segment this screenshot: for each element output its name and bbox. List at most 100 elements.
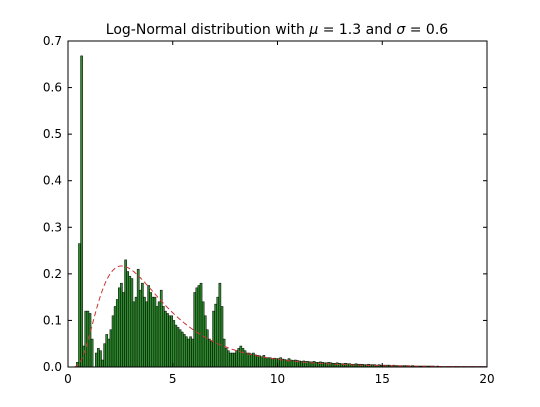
histogram-bar xyxy=(189,336,192,368)
histogram-bar xyxy=(182,334,186,368)
histogram-bar xyxy=(170,315,174,368)
histogram-bar xyxy=(88,313,92,368)
histogram-bar xyxy=(149,292,153,368)
histogram-bar xyxy=(136,268,140,368)
x-tick-label: 5 xyxy=(169,372,177,386)
histogram-bar xyxy=(220,306,224,368)
y-tick-label: 0.1 xyxy=(43,313,62,327)
y-tick-label: 0.3 xyxy=(43,220,62,234)
y-tick-label: 0.0 xyxy=(43,360,62,374)
histogram-bar xyxy=(193,292,197,368)
histogram-bar xyxy=(254,354,257,368)
histogram-bar xyxy=(235,350,238,368)
histogram-bars xyxy=(76,55,488,368)
histogram-bar xyxy=(245,352,249,368)
histogram-bar xyxy=(82,345,86,368)
y-tick-label: 0.6 xyxy=(43,81,62,95)
histogram-bar xyxy=(105,334,109,368)
histogram-bar xyxy=(323,362,326,368)
histogram-bar xyxy=(122,292,125,368)
histogram-bar xyxy=(151,296,155,368)
histogram-bar xyxy=(214,303,217,368)
histogram-bar xyxy=(162,306,165,368)
histogram-bar xyxy=(210,341,213,368)
histogram-bar xyxy=(180,331,184,368)
histogram-bar xyxy=(97,348,100,368)
histogram-bar xyxy=(94,352,98,368)
histogram-bar xyxy=(185,336,188,368)
histogram-bar xyxy=(260,356,264,368)
histogram-bar xyxy=(172,320,176,368)
histogram-bar xyxy=(243,350,247,368)
y-tick-label: 0.2 xyxy=(43,267,62,281)
histogram-bar xyxy=(134,296,138,368)
chart-title: Log-Normal distribution with μ = 1.3 and… xyxy=(106,22,448,38)
histogram-bar xyxy=(80,55,83,368)
histogram-bar xyxy=(203,315,207,368)
histogram-bar xyxy=(201,301,205,368)
histogram-bar xyxy=(141,282,144,368)
x-tick-label: 20 xyxy=(479,372,494,386)
histogram-bar xyxy=(338,363,341,368)
title-main: Log-Normal distribution with xyxy=(106,22,310,38)
histogram-bar xyxy=(216,296,220,368)
histogram-bar xyxy=(319,361,322,368)
histogram-bar xyxy=(270,358,274,368)
histogram-bar xyxy=(164,310,167,368)
histogram-bar xyxy=(132,301,136,368)
histogram-bar xyxy=(147,285,150,368)
x-tick-label: 0 xyxy=(64,372,72,386)
y-axis: 0.0 0.1 0.2 0.3 0.4 0.5 0.6 0.7 xyxy=(43,34,487,374)
histogram-bar xyxy=(258,355,261,368)
x-tick-label: 15 xyxy=(375,372,390,386)
histogram-bar xyxy=(208,338,211,368)
histogram-bar xyxy=(130,278,134,368)
histogram-bar xyxy=(329,362,333,368)
histogram-bar xyxy=(153,296,157,368)
histogram-bar xyxy=(78,243,81,368)
histogram-bar xyxy=(206,329,209,368)
x-axis: 0 5 10 15 20 xyxy=(64,41,495,386)
histogram-bar xyxy=(101,359,104,368)
histogram-bar xyxy=(218,282,222,368)
histogram-bar xyxy=(155,306,159,368)
histogram-bar xyxy=(222,338,226,368)
title-mid: = 1.3 and xyxy=(318,22,396,38)
histogram-bar xyxy=(250,353,253,368)
histogram-bar xyxy=(103,343,106,368)
histogram-bar xyxy=(138,289,142,368)
histogram-bar xyxy=(187,338,190,368)
histogram-bar xyxy=(197,285,201,368)
histogram-bar xyxy=(99,350,102,368)
histogram-bar xyxy=(174,324,178,368)
histogram-bar xyxy=(113,306,117,368)
histogram-bar xyxy=(195,287,199,368)
histogram-bar xyxy=(168,315,171,368)
histogram-bar xyxy=(191,338,194,368)
title-sigma: σ xyxy=(396,22,406,38)
histogram-bar xyxy=(247,352,251,368)
histogram-bar xyxy=(335,362,339,368)
histogram-bar xyxy=(264,357,268,368)
y-tick-label: 0.4 xyxy=(43,174,62,188)
histogram-bar xyxy=(241,348,245,368)
histogram-bar xyxy=(268,357,272,368)
histogram-bar xyxy=(224,348,228,368)
histogram-bar xyxy=(266,357,270,368)
histogram-bar xyxy=(239,345,243,368)
histogram-bar xyxy=(143,296,146,368)
title-mu: μ xyxy=(308,22,318,38)
histogram-bar xyxy=(176,327,180,368)
histogram-bar xyxy=(331,363,335,368)
histogram-bar xyxy=(279,357,282,368)
histogram-bar xyxy=(111,315,115,368)
histogram-bar xyxy=(126,271,130,368)
histogram-bar xyxy=(252,352,255,368)
histogram-bar xyxy=(283,359,287,368)
histogram-bar xyxy=(226,350,230,368)
histogram-bar xyxy=(312,361,316,368)
histogram-bar xyxy=(314,362,318,368)
histogram-bar xyxy=(90,338,94,368)
histogram-bar xyxy=(327,362,331,368)
